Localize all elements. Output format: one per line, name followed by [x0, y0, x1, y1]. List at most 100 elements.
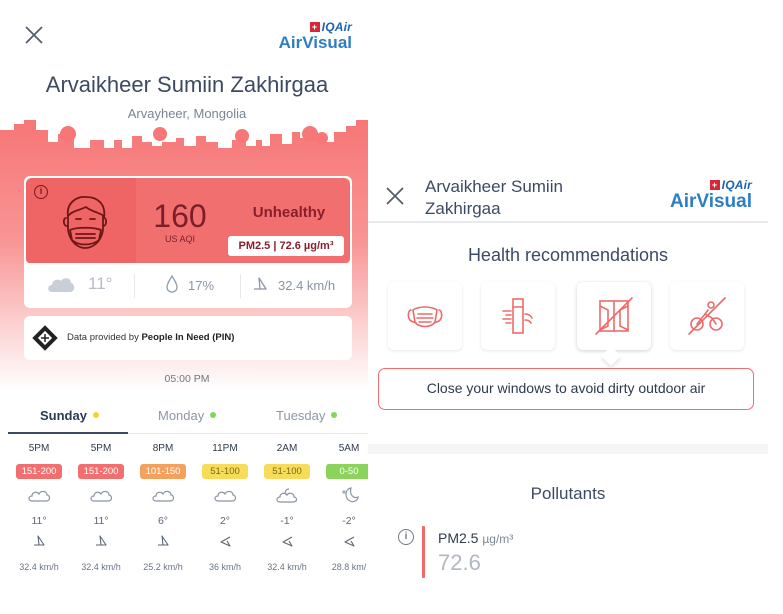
header: Arvaikheer Sumiin Zakhirgaa + IQAir AirVi…	[368, 157, 768, 223]
main-pollutant-badge: PM2.5 | 72.6 µg/m³	[228, 236, 344, 256]
aqi-card[interactable]: i 160 U	[24, 176, 352, 308]
pollutant-value: 72.6	[438, 550, 481, 575]
active-tab-indicator	[8, 432, 128, 434]
humidity-icon	[166, 275, 178, 293]
aqi-value: 160	[153, 198, 207, 234]
wind-direction-icon	[220, 536, 231, 547]
section-title: Health recommendations	[467, 245, 669, 265]
wind-direction-icon	[344, 536, 355, 547]
air-purifier-icon	[502, 298, 533, 334]
status-dot	[92, 412, 99, 418]
close-icon[interactable]	[384, 185, 406, 207]
aqi-face-panel: i	[26, 178, 136, 263]
forecast-wind: 32.4 km/h	[267, 562, 307, 572]
aqi-range-badge: 151-200	[16, 464, 62, 479]
aqi-banner: i 160 U	[26, 178, 350, 263]
wind-speed: 32.4 km/h	[278, 278, 336, 293]
divider	[240, 274, 241, 298]
cloud-icon	[48, 278, 75, 292]
forecast-column[interactable]: 8PM 101-150 6° 25.2 km/h	[132, 440, 194, 572]
hourly-forecast: 5PM 151-200 11° 32.4 km/h 5PM 151-200 11…	[8, 440, 368, 600]
brand-logo: + IQAir AirVisual	[278, 20, 352, 52]
tab-monday[interactable]: Monday	[158, 408, 217, 423]
wind-direction-icon	[158, 535, 169, 546]
section-title: Pollutants	[530, 484, 606, 503]
provider-text: Data provided by People In Need (PIN)	[67, 332, 235, 343]
forecast-temp: 2°	[219, 515, 231, 527]
info-icon[interactable]: i	[398, 529, 414, 545]
recommendation-mask[interactable]	[388, 282, 462, 350]
forecast-time: 5PM	[28, 443, 50, 454]
forecast-temp: 6°	[157, 515, 169, 527]
station-detail-panel: + IQAir AirVisual Arvaikheer Sumiin Zakhi…	[0, 0, 368, 614]
cloud-icon	[90, 490, 113, 502]
tab-sunday[interactable]: Sunday	[40, 408, 99, 423]
forecast-column[interactable]: 11PM 51-100 2° 36 km/h	[194, 440, 256, 572]
forecast-wind: 28.8 km/	[331, 562, 367, 572]
forecast-temp: -1°	[280, 515, 294, 527]
forecast-temp: 11°	[93, 515, 109, 527]
station-name: Arvaikheer Sumiin Zakhirgaa	[45, 72, 329, 97]
forecast-time: 2AM	[276, 443, 298, 454]
station-location: Arvayheer, Mongolia	[127, 106, 247, 121]
aqi-level: Unhealthy	[252, 204, 326, 221]
wind-direction-icon	[96, 535, 107, 546]
health-recommendations-panel: Arvaikheer Sumiin Zakhirgaa + IQAir AirVi…	[368, 157, 783, 614]
current-weather: 11° 17% 32.4 km/h	[24, 268, 352, 304]
forecast-time: 5PM	[90, 443, 112, 454]
forecast-temp: -2°	[342, 515, 356, 527]
pollutant-name: PM2.5 µg/m³	[438, 530, 514, 546]
data-provider-card[interactable]: Data provided by People In Need (PIN)	[24, 316, 352, 360]
forecast-wind: 32.4 km/h	[81, 562, 121, 572]
swiss-flag-icon: +	[309, 22, 320, 32]
cloud-icon	[214, 490, 237, 502]
forecast-column[interactable]: 5AM 0-50 -2° 28.8 km/	[318, 440, 368, 572]
info-icon[interactable]: i	[34, 185, 48, 199]
forecast-column[interactable]: 5PM 151-200 11° 32.4 km/h	[70, 440, 132, 572]
mask-icon	[407, 306, 443, 328]
aqi-range-badge: 0-50	[326, 464, 368, 479]
station-name: Arvaikheer Sumiin Zakhirgaa	[425, 177, 563, 218]
aqi-unit: US AQI	[164, 234, 195, 244]
close-icon[interactable]	[23, 24, 45, 46]
aqi-range-badge: 101-150	[140, 464, 186, 479]
recommendation-close-windows[interactable]	[577, 282, 651, 350]
aqi-range-badge: 151-200	[78, 464, 124, 479]
recommendation-air-purifier[interactable]	[481, 282, 555, 350]
wind-direction-icon	[34, 535, 45, 546]
cloud-icon	[28, 490, 51, 502]
forecast-wind: 25.2 km/h	[143, 562, 183, 572]
masked-face-icon	[62, 196, 108, 249]
forecast-wind: 36 km/h	[208, 562, 241, 572]
forecast-temp: 11°	[31, 515, 47, 527]
no-cycling-icon	[688, 297, 726, 335]
status-dot	[210, 412, 217, 418]
forecast-wind: 32.4 km/h	[19, 562, 59, 572]
aqi-range-badge: 51-100	[264, 464, 310, 479]
provider-logo-icon	[32, 325, 58, 351]
wind-direction-icon	[254, 277, 267, 290]
section-divider	[368, 444, 768, 454]
day-tabs: Sunday Monday Tuesday	[8, 402, 368, 434]
pollutant-level-bar	[422, 526, 425, 578]
divider	[134, 274, 135, 298]
forecast-time: 8PM	[152, 443, 174, 454]
forecast-column[interactable]: 2AM 51-100 -1° 32.4 km/h	[256, 440, 318, 572]
forecast-time: 11PM	[212, 443, 238, 454]
status-dot	[331, 412, 338, 418]
forecast-column[interactable]: 5PM 151-200 11° 32.4 km/h	[8, 440, 70, 572]
provider-name[interactable]: People In Need (PIN)	[141, 332, 235, 343]
forecast-time-label: 05:00 PM	[164, 373, 210, 385]
brand-logo: + IQAir AirVisual	[669, 178, 752, 212]
forecast-time: 5AM	[338, 443, 360, 454]
wind-direction-icon	[282, 536, 293, 547]
aqi-range-badge: 51-100	[202, 464, 248, 479]
cloud-icon	[152, 490, 175, 502]
temperature: 11°	[88, 274, 113, 293]
cloud-moon-icon	[276, 488, 298, 503]
tab-tuesday[interactable]: Tuesday	[276, 408, 338, 423]
humidity: 17%	[188, 278, 215, 293]
recommendation-no-cycling[interactable]	[670, 282, 744, 350]
closed-window-icon	[595, 297, 633, 335]
moon-icon	[342, 487, 359, 503]
